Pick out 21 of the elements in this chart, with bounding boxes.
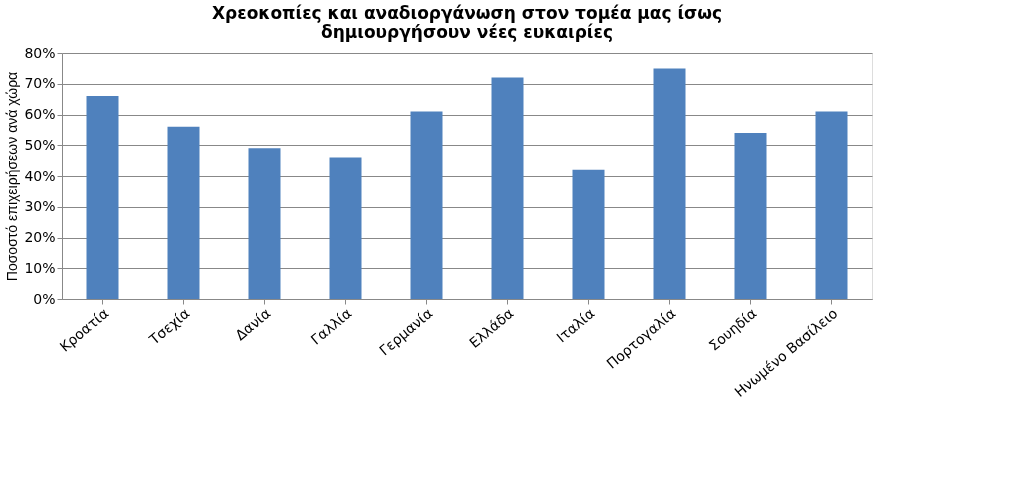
bar xyxy=(815,111,848,299)
bar xyxy=(734,132,767,299)
bar xyxy=(572,169,605,299)
bar xyxy=(410,111,443,299)
y-tick-label: 30% xyxy=(24,198,56,215)
y-axis-title: Ποσοστό επιχειρήσεων ανά χώρα xyxy=(4,71,21,282)
y-tick-label: 50% xyxy=(24,136,56,153)
y-tick-label: 40% xyxy=(24,167,56,184)
y-tick-label: 10% xyxy=(24,259,56,276)
y-tick-label: 80% xyxy=(24,44,56,61)
chart-title: Χρεοκοπίες και αναδιοργάνωση στον τομέα μας ίσως δημιουργήσουν νέες ευκαιρίες xyxy=(211,3,723,42)
bar xyxy=(491,77,524,299)
y-tick-label: 60% xyxy=(24,106,56,122)
y-tick-label: 0% xyxy=(33,290,56,307)
bar xyxy=(329,157,362,299)
bar xyxy=(167,126,200,299)
bar xyxy=(248,148,281,299)
bar xyxy=(86,96,119,299)
y-tick-label: 70% xyxy=(24,75,56,92)
y-tick-label: 20% xyxy=(24,229,56,245)
bar xyxy=(653,68,686,299)
